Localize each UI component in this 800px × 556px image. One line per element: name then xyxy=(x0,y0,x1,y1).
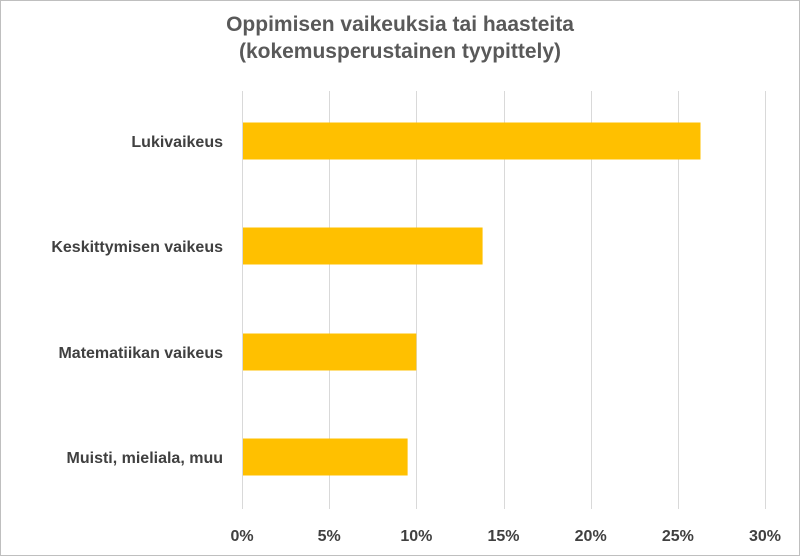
x-tick-label-0: 0% xyxy=(230,528,253,545)
x-tick-label-3: 15% xyxy=(487,528,519,545)
x-tick-label-5: 25% xyxy=(662,528,694,545)
bar-0 xyxy=(243,122,701,160)
category-label-2: Matematiikan vaikeus xyxy=(58,345,223,362)
x-tick-label-4: 20% xyxy=(575,528,607,545)
category-label-3: Muisti, mieliala, muu xyxy=(67,450,223,467)
category-label-0: Lukivaikeus xyxy=(131,134,223,151)
chart-title-line-2: (kokemusperustainen tyypittely) xyxy=(238,40,562,63)
bar-1 xyxy=(243,227,483,265)
bar-3 xyxy=(243,438,408,476)
chart-title-line-1: Oppimisen vaikeuksia tai haasteita xyxy=(226,13,574,36)
chart-title: Oppimisen vaikeuksia tai haasteita (koke… xyxy=(1,11,799,65)
x-tick-label-6: 30% xyxy=(749,528,781,545)
bar-2 xyxy=(243,333,417,371)
x-tick-label-1: 5% xyxy=(318,528,341,545)
category-label-1: Keskittymisen vaikeus xyxy=(51,239,223,256)
x-tick-label-2: 10% xyxy=(400,528,432,545)
